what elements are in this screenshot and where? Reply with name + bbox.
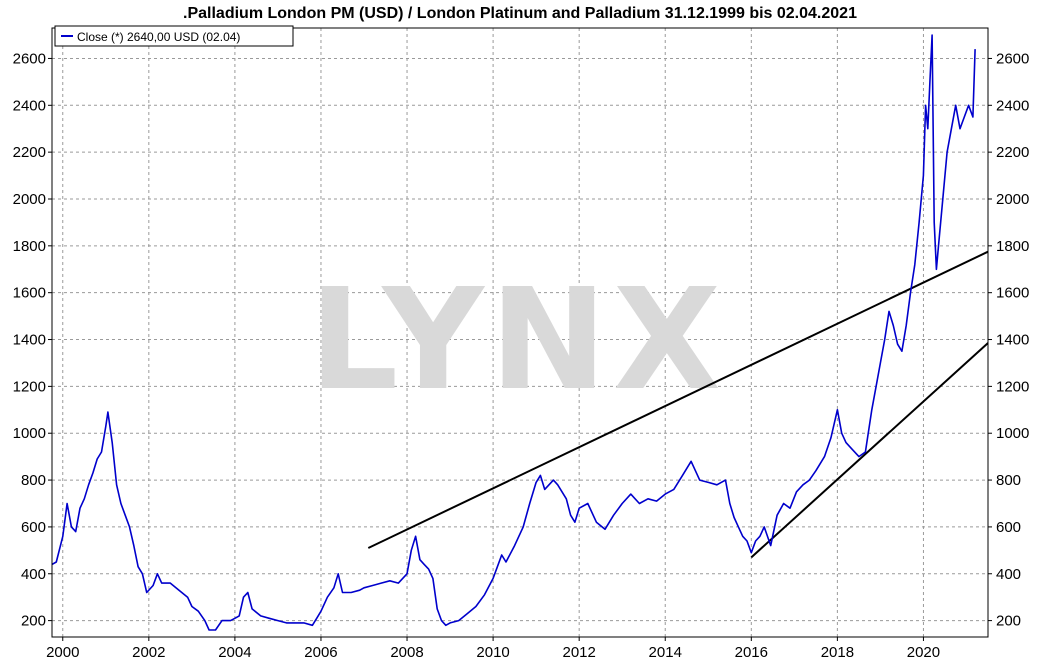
y-tick-label-left-200: 200 [21, 613, 46, 630]
x-tick-label-2008: 2008 [390, 644, 423, 661]
y-tick-label-left-1000: 1000 [13, 425, 46, 442]
y-tick-label-right-2000: 2000 [996, 191, 1029, 208]
y-tick-label-right-2200: 2200 [996, 144, 1029, 161]
y-tick-label-right-1800: 1800 [996, 238, 1029, 255]
legend: Close (*) 2640,00 USD (02.04) [54, 25, 294, 47]
y-tick-label-right-2400: 2400 [996, 97, 1029, 114]
legend-box [54, 25, 294, 47]
y-tick-label-left-2200: 2200 [13, 144, 46, 161]
y-tick-label-right-400: 400 [996, 566, 1021, 583]
x-tick-label-2020: 2020 [907, 644, 940, 661]
chart-title: .Palladium London PM (USD) / London Plat… [183, 5, 857, 22]
y-tick-label-right-1200: 1200 [996, 378, 1029, 395]
x-tick-label-2002: 2002 [132, 644, 165, 661]
y-tick-label-right-1400: 1400 [996, 332, 1029, 349]
trendline-2 [750, 342, 989, 559]
trendline-1 [367, 250, 989, 549]
y-tick-label-left-600: 600 [21, 519, 46, 536]
y-tick-label-right-1600: 1600 [996, 285, 1029, 302]
x-tick-label-2014: 2014 [649, 644, 682, 661]
axis-labels: 2000 2002 2004 2006 2008 2010 2012 2014 2016 2018… [13, 50, 1030, 661]
y-tick-label-left-2400: 2400 [13, 97, 46, 114]
y-tick-label-right-1000: 1000 [996, 425, 1029, 442]
x-tick-label-2000: 2000 [46, 644, 79, 661]
series-line-close [51, 34, 976, 631]
y-tick-label-left-1200: 1200 [13, 378, 46, 395]
y-tick-label-left-1800: 1800 [13, 238, 46, 255]
y-tick-label-left-1600: 1600 [13, 285, 46, 302]
y-tick-label-left-800: 800 [21, 472, 46, 489]
x-tick-label-2004: 2004 [218, 644, 251, 661]
series-layer [51, 34, 976, 631]
y-tick-label-left-1400: 1400 [13, 332, 46, 349]
y-tick-label-right-800: 800 [996, 472, 1021, 489]
x-tick-label-2012: 2012 [562, 644, 595, 661]
y-tick-label-right-200: 200 [996, 613, 1021, 630]
y-tick-label-left-400: 400 [21, 566, 46, 583]
y-tick-label-right-2600: 2600 [996, 50, 1029, 67]
trendlines [367, 250, 989, 559]
watermark-logo: LYNX [309, 259, 727, 422]
y-tick-label-right-600: 600 [996, 519, 1021, 536]
y-tick-label-left-2600: 2600 [13, 50, 46, 67]
y-tick-label-left-2000: 2000 [13, 191, 46, 208]
x-tick-label-2016: 2016 [735, 644, 768, 661]
plot-frame [51, 27, 989, 638]
x-tick-label-2010: 2010 [476, 644, 509, 661]
grid-lines [52, 28, 988, 637]
x-tick-label-2018: 2018 [821, 644, 854, 661]
legend-label: Close (*) 2640,00 USD (02.04) [77, 30, 240, 44]
x-tick-label-2006: 2006 [304, 644, 337, 661]
